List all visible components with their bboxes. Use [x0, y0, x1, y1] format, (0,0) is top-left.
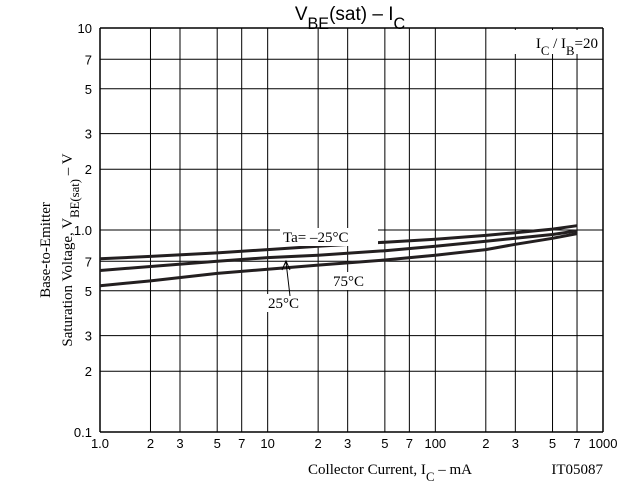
x-tick-label: 3	[344, 436, 351, 451]
chart-title-part: (sat) – I	[329, 4, 393, 25]
x-tick-label: 5	[214, 436, 221, 451]
line-series	[99, 224, 578, 261]
annotation-bg	[500, 30, 602, 54]
y-axis-label-part: BE(sat)	[68, 179, 82, 218]
y-tick-label: 10	[78, 21, 92, 36]
x-tick-label: 2	[482, 436, 489, 451]
series-label: Ta= –25°C	[283, 230, 349, 246]
label-bg	[265, 294, 311, 312]
y-axis-label: Base-to-Emitter	[38, 202, 54, 298]
x-tick-label: 5	[549, 436, 556, 451]
y-tick-label: 2	[85, 162, 92, 177]
y-tick-label: 5	[85, 82, 92, 97]
x-axis-label: Collector Current, IC – mA	[308, 462, 472, 484]
y-tick-label: 1.0	[74, 223, 92, 238]
arrow	[281, 259, 291, 297]
y-tick-label: 7	[85, 254, 92, 269]
figure-id: IT05087	[551, 462, 603, 478]
annotation-part: I	[536, 36, 541, 52]
series-label: 75°C	[333, 274, 364, 290]
chart-title-part: BE	[308, 15, 330, 33]
x-tick-label: 2	[315, 436, 322, 451]
y-tick-label: 3	[85, 329, 92, 344]
annotation-part: / I	[549, 36, 566, 52]
annotation-part: C	[541, 44, 550, 58]
y-tick-label: 5	[85, 284, 92, 299]
x-axis-label-part: – mA	[434, 462, 472, 478]
x-tick-label: 100	[424, 436, 446, 451]
y-tick-label: 0.1	[74, 425, 92, 440]
x-tick-label: 7	[238, 436, 245, 451]
x-tick-label: 10	[260, 436, 274, 451]
label-bg	[280, 228, 378, 246]
x-tick-label: 3	[512, 436, 519, 451]
x-tick-label: 2	[147, 436, 154, 451]
x-axis-label-part: Collector Current, I	[308, 462, 426, 478]
chart-title: VBE(sat) – IC	[295, 4, 406, 33]
y-axis-label: Saturation Voltage, VBE(sat) – V	[60, 153, 82, 346]
y-tick-label: 3	[85, 127, 92, 142]
annotation-part: =20	[575, 36, 598, 52]
y-axis-label-part: Saturation Voltage, V	[60, 218, 76, 347]
series-label: 25°C	[268, 296, 299, 312]
line-series	[99, 229, 578, 272]
annotation-part: B	[566, 44, 575, 58]
x-tick-label: 7	[406, 436, 413, 451]
y-tick-label: 2	[85, 364, 92, 379]
x-tick-label: 1000	[589, 436, 618, 451]
chart-title-part: V	[295, 4, 308, 25]
annotation: IC / IB=20	[536, 36, 598, 58]
chart-title-part: C	[393, 15, 405, 33]
y-tick-label: 7	[85, 52, 92, 67]
x-tick-label: 7	[573, 436, 580, 451]
x-tick-label: 1.0	[91, 436, 109, 451]
label-bg	[330, 272, 376, 290]
x-tick-label: 5	[381, 436, 388, 451]
x-axis-label-part: C	[426, 470, 435, 484]
line-series	[99, 232, 578, 288]
y-axis-label-part: – V	[60, 153, 76, 179]
x-tick-label: 3	[176, 436, 183, 451]
